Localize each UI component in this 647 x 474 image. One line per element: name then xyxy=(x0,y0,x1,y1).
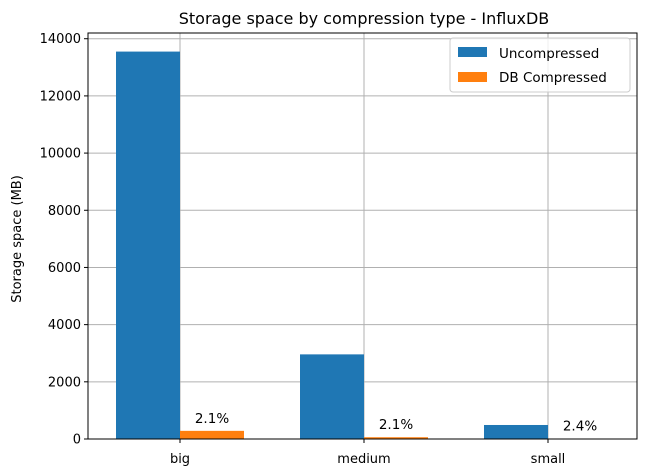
y-tick-label: 8000 xyxy=(48,204,81,219)
x-tick-label: big xyxy=(170,452,190,467)
bar-db-compressed xyxy=(364,437,428,439)
chart-title: Storage space by compression type - Infl… xyxy=(179,9,549,28)
legend-label-db-compressed: DB Compressed xyxy=(499,70,607,86)
axis-ticks: 0 2000 4000 6000 8000 10000 12000 14000 big mediu… xyxy=(40,32,566,467)
legend-label-uncompressed: Uncompressed xyxy=(499,46,599,62)
bar-labels: 2.1% 2.1% 2.4% xyxy=(195,411,597,435)
y-axis-label: Storage space (MB) xyxy=(10,175,25,303)
bar-uncompressed xyxy=(116,51,180,440)
plot-frame xyxy=(87,32,638,440)
y-tick-label: 12000 xyxy=(40,89,81,104)
bar-db-compressed xyxy=(180,430,244,439)
legend-swatch-uncompressed xyxy=(458,47,487,57)
bars xyxy=(116,51,612,440)
legend: Uncompressed DB Compressed xyxy=(449,37,631,93)
y-tick-label: 4000 xyxy=(48,318,81,333)
bar-percent-label: 2.1% xyxy=(195,411,229,427)
bar-percent-label: 2.4% xyxy=(563,419,597,435)
bar-uncompressed xyxy=(484,424,548,439)
y-tick-label: 0 xyxy=(73,433,81,448)
legend-swatch-db-compressed xyxy=(458,72,487,82)
bar-uncompressed xyxy=(300,354,364,439)
y-tick-label: 2000 xyxy=(48,375,81,390)
legend-box xyxy=(449,37,631,93)
bar-percent-label: 2.1% xyxy=(379,417,413,433)
x-tick-label: medium xyxy=(337,452,390,467)
y-tick-label: 6000 xyxy=(48,261,81,276)
y-tick-label: 10000 xyxy=(40,147,81,162)
y-tick-label: 14000 xyxy=(40,32,81,47)
x-tick-label: small xyxy=(531,452,566,467)
